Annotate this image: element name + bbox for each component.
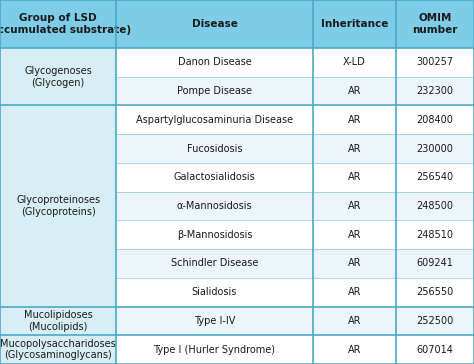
- Text: Danon Disease: Danon Disease: [178, 58, 251, 67]
- Text: AR: AR: [347, 201, 361, 211]
- Bar: [396, 249, 474, 278]
- Text: 248510: 248510: [416, 230, 454, 240]
- Bar: [313, 192, 396, 220]
- Bar: [116, 278, 313, 306]
- Bar: [0, 306, 116, 335]
- Bar: [396, 335, 474, 364]
- Text: 248500: 248500: [416, 201, 454, 211]
- Bar: [396, 192, 474, 220]
- Text: β-Mannosidosis: β-Mannosidosis: [177, 230, 252, 240]
- Bar: [396, 220, 474, 249]
- Bar: [116, 220, 313, 249]
- Text: AR: AR: [347, 115, 361, 125]
- Text: 607014: 607014: [417, 345, 453, 355]
- Text: Type I (Hurler Syndrome): Type I (Hurler Syndrome): [154, 345, 275, 355]
- Text: α-Mannosidosis: α-Mannosidosis: [177, 201, 252, 211]
- Bar: [116, 192, 313, 220]
- Text: Inheritance: Inheritance: [320, 19, 388, 29]
- Bar: [313, 249, 396, 278]
- Text: Sialidosis: Sialidosis: [192, 287, 237, 297]
- Text: Pompe Disease: Pompe Disease: [177, 86, 252, 96]
- Text: 300257: 300257: [416, 58, 454, 67]
- Bar: [313, 163, 396, 192]
- Bar: [396, 306, 474, 335]
- Text: Schindler Disease: Schindler Disease: [171, 258, 258, 269]
- Bar: [116, 77, 313, 106]
- Text: AR: AR: [347, 86, 361, 96]
- Bar: [313, 335, 396, 364]
- Text: 256550: 256550: [416, 287, 454, 297]
- Bar: [116, 163, 313, 192]
- Text: 232300: 232300: [416, 86, 454, 96]
- Bar: [396, 134, 474, 163]
- Text: AR: AR: [347, 230, 361, 240]
- Bar: [116, 106, 313, 134]
- Text: 252500: 252500: [416, 316, 454, 326]
- Bar: [396, 0, 474, 48]
- Bar: [396, 278, 474, 306]
- Bar: [396, 48, 474, 77]
- Bar: [313, 220, 396, 249]
- Text: Fucosidosis: Fucosidosis: [187, 143, 242, 154]
- Text: 609241: 609241: [417, 258, 453, 269]
- Text: Glycoproteinoses
(Glycoproteins): Glycoproteinoses (Glycoproteins): [16, 195, 100, 217]
- Bar: [313, 48, 396, 77]
- Bar: [0, 48, 116, 106]
- Text: Glycogenoses
(Glycogen): Glycogenoses (Glycogen): [24, 66, 92, 88]
- Bar: [396, 163, 474, 192]
- Text: AR: AR: [347, 287, 361, 297]
- Bar: [116, 0, 313, 48]
- Text: AR: AR: [347, 345, 361, 355]
- Bar: [116, 306, 313, 335]
- Text: 256540: 256540: [416, 172, 454, 182]
- Text: Mucopolysaccharidoses
(Glycosaminoglycans): Mucopolysaccharidoses (Glycosaminoglycan…: [0, 339, 116, 360]
- Text: AR: AR: [347, 143, 361, 154]
- Text: AR: AR: [347, 316, 361, 326]
- Text: AR: AR: [347, 258, 361, 269]
- Text: 208400: 208400: [417, 115, 453, 125]
- Bar: [116, 335, 313, 364]
- Bar: [396, 77, 474, 106]
- Bar: [116, 249, 313, 278]
- Text: Galactosialidosis: Galactosialidosis: [173, 172, 255, 182]
- Text: AR: AR: [347, 172, 361, 182]
- Bar: [313, 106, 396, 134]
- Text: 230000: 230000: [417, 143, 453, 154]
- Text: Group of LSD
(Accumulated substrate): Group of LSD (Accumulated substrate): [0, 13, 131, 35]
- Bar: [313, 77, 396, 106]
- Bar: [0, 335, 116, 364]
- Bar: [0, 106, 116, 306]
- Text: Type I-IV: Type I-IV: [194, 316, 235, 326]
- Text: X-LD: X-LD: [343, 58, 365, 67]
- Bar: [396, 106, 474, 134]
- Bar: [0, 0, 116, 48]
- Bar: [116, 134, 313, 163]
- Text: Aspartylglucosaminuria Disease: Aspartylglucosaminuria Disease: [136, 115, 293, 125]
- Text: Disease: Disease: [191, 19, 237, 29]
- Text: Mucolipidoses
(Mucolipids): Mucolipidoses (Mucolipids): [24, 310, 92, 332]
- Bar: [313, 306, 396, 335]
- Bar: [313, 0, 396, 48]
- Bar: [116, 48, 313, 77]
- Text: OMIM
number: OMIM number: [412, 13, 457, 35]
- Bar: [313, 278, 396, 306]
- Bar: [313, 134, 396, 163]
